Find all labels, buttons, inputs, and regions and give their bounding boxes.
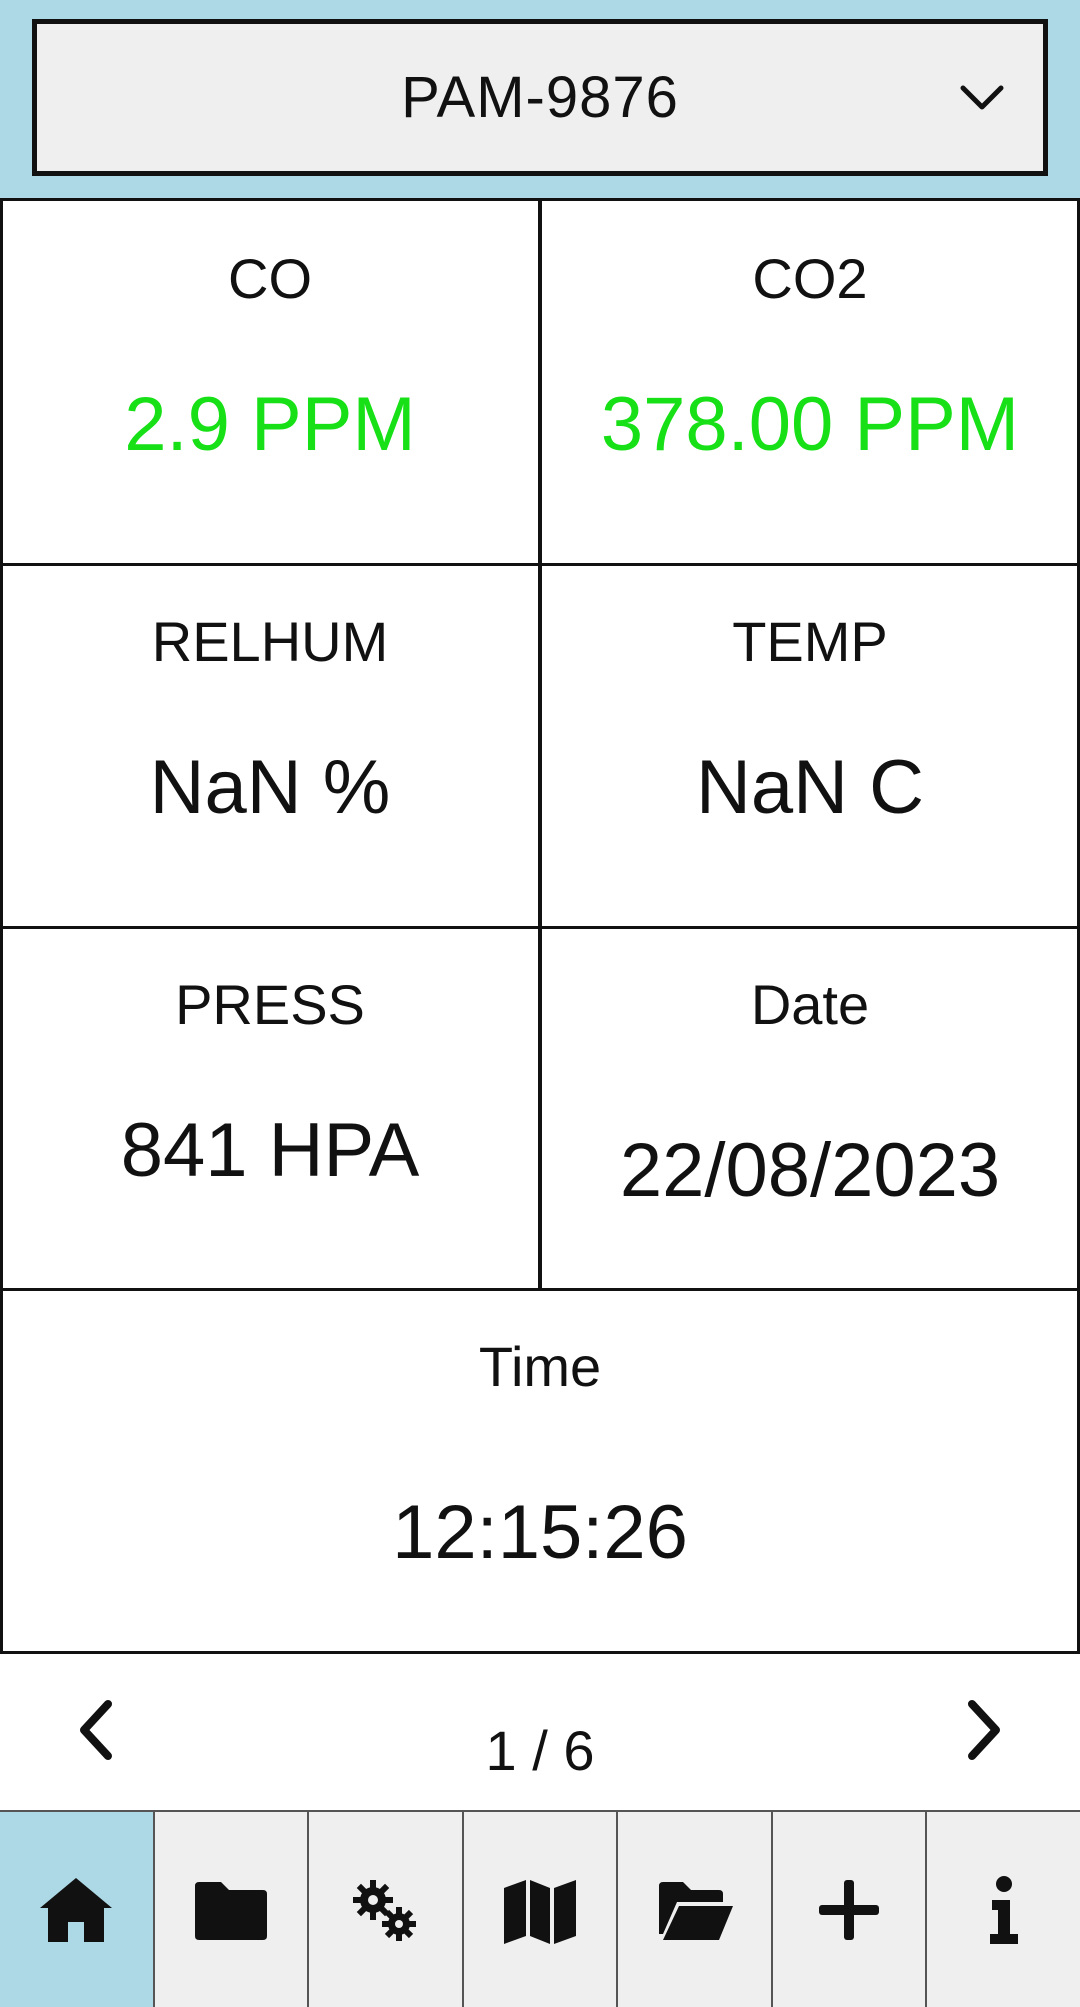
reading-value: 2.9 PPM [124, 382, 416, 467]
home-icon [40, 1877, 113, 1942]
info-icon [989, 1875, 1018, 1944]
device-select-value: PAM-9876 [401, 65, 679, 130]
reading-cell-co2: CO2 378.00 PPM [540, 201, 1080, 563]
nav-folder-button[interactable] [154, 1812, 310, 2007]
nav-home-button[interactable] [0, 1812, 155, 2007]
chevron-right-icon [968, 1700, 1000, 1760]
readings-grid: CO 2.9 PPM CO2 378.00 PPM RELHUM NaN % T… [0, 198, 1080, 1654]
reading-title: CO [228, 247, 312, 310]
reading-cell-co: CO 2.9 PPM [0, 201, 540, 563]
next-page-button[interactable] [954, 1690, 1014, 1770]
reading-value: 12:15:26 [392, 1490, 688, 1575]
device-select[interactable]: PAM-9876 [32, 19, 1048, 176]
bottom-nav [0, 1810, 1080, 2007]
header-bar: PAM-9876 [0, 0, 1080, 198]
reading-title: Date [750, 973, 870, 1036]
plus-icon [819, 1879, 880, 1940]
reading-cell-date: Date 22/08/2023 [540, 927, 1080, 1289]
grid-divider [0, 1651, 1080, 1654]
reading-title: TEMP [732, 610, 888, 673]
reading-cell-press: PRESS 841 HPA [0, 927, 540, 1289]
reading-title: PRESS [175, 973, 365, 1036]
reading-title: Time [478, 1335, 602, 1398]
reading-cell-time: Time 12:15:26 [0, 1289, 1080, 1651]
nav-add-button[interactable] [772, 1812, 928, 2007]
chevron-down-icon [960, 85, 1004, 109]
reading-value: 841 HPA [120, 1108, 420, 1193]
page-indicator: 1 / 6 [485, 1719, 595, 1782]
reading-value: 22/08/2023 [619, 1128, 1001, 1213]
chevron-left-icon [80, 1700, 112, 1760]
reading-value: NaN C [695, 745, 925, 830]
grid-divider [1077, 201, 1080, 1653]
reading-title: CO2 [752, 247, 868, 310]
reading-title: RELHUM [151, 610, 389, 673]
map-icon [504, 1879, 577, 1944]
prev-page-button[interactable] [66, 1690, 126, 1770]
grid-divider [0, 201, 3, 1653]
nav-open-folder-button[interactable] [618, 1812, 773, 2007]
reading-value: NaN % [149, 745, 391, 830]
grid-divider [538, 201, 542, 1291]
folder-icon [194, 1881, 267, 1940]
nav-settings-button[interactable] [309, 1812, 464, 2007]
reading-cell-temp: TEMP NaN C [540, 564, 1080, 926]
nav-map-button[interactable] [463, 1812, 619, 2007]
gears-icon [353, 1879, 417, 1941]
reading-value: 378.00 PPM [600, 382, 1020, 467]
nav-info-button[interactable] [927, 1812, 1080, 2007]
pagination: 1 / 6 [0, 1650, 1080, 1810]
folder-open-icon [658, 1881, 733, 1940]
reading-cell-relhum: RELHUM NaN % [0, 564, 540, 926]
